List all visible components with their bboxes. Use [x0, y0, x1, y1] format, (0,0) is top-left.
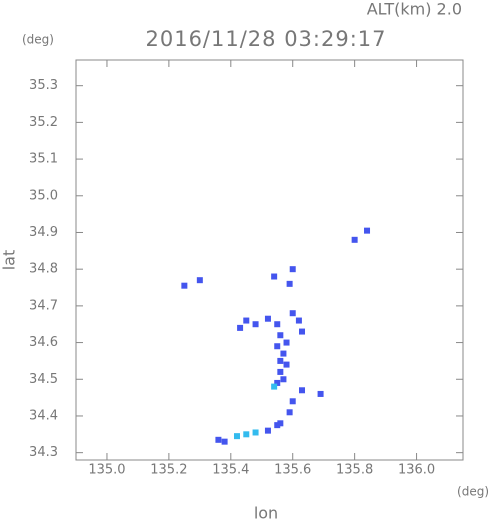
echo-point — [280, 376, 287, 383]
echo-point — [196, 277, 203, 284]
echo-point — [221, 438, 228, 445]
echo-point — [264, 427, 271, 434]
x-tick-label: 136.0 — [398, 463, 435, 478]
echo-point — [299, 387, 306, 394]
x-tick-label: 135.2 — [150, 463, 187, 478]
echo-point — [181, 282, 188, 289]
y-axis-label: lat — [0, 250, 19, 271]
y-tick-label: 34.7 — [29, 298, 58, 313]
echo-point — [274, 422, 281, 429]
x-unit: (deg) — [457, 485, 489, 499]
x-tick-label: 135.0 — [88, 463, 125, 478]
echo-point — [286, 280, 293, 287]
x-tick-label: 135.6 — [274, 463, 311, 478]
echo-point — [277, 368, 284, 375]
x-axis-label: lon — [254, 504, 278, 521]
echo-point — [317, 390, 324, 397]
x-tick-label: 135.8 — [336, 463, 373, 478]
echo-point — [364, 227, 371, 234]
echo-point — [274, 321, 281, 328]
altitude-label: ALT(km) 2.0 — [367, 0, 462, 19]
echo-point — [233, 433, 240, 440]
y-tick-label: 35.1 — [29, 152, 58, 167]
echo-point — [277, 332, 284, 339]
echo-point — [271, 273, 278, 280]
echo-point — [215, 436, 222, 443]
echo-point — [295, 317, 302, 324]
y-tick-label: 34.3 — [29, 445, 58, 460]
echo-point — [289, 266, 296, 273]
echo-point — [283, 361, 290, 368]
chart-title: 2016/11/28 03:29:17 — [145, 27, 386, 51]
echo-point — [286, 409, 293, 416]
echo-point — [277, 420, 284, 427]
echo-point — [274, 343, 281, 350]
echo-point — [277, 357, 284, 364]
y-tick-label: 34.8 — [29, 262, 58, 277]
y-tick-label: 35.0 — [29, 188, 58, 203]
y-tick-label: 34.6 — [29, 335, 58, 350]
echo-point — [271, 383, 278, 390]
x-tick-label: 135.4 — [212, 463, 249, 478]
echo-point — [289, 398, 296, 405]
y-unit: (deg) — [22, 33, 54, 47]
echo-point — [351, 236, 358, 243]
echo-point — [243, 431, 250, 438]
echo-point — [237, 324, 244, 331]
y-tick-label: 35.2 — [29, 115, 58, 130]
y-tick-label: 34.5 — [29, 372, 58, 387]
echo-point — [243, 317, 250, 324]
echo-point — [264, 315, 271, 322]
y-tick-label: 34.4 — [29, 408, 58, 423]
echo-point — [299, 328, 306, 335]
echo-point — [252, 321, 259, 328]
y-tick-label: 34.9 — [29, 225, 58, 240]
echo-point — [274, 379, 281, 386]
echo-point — [289, 310, 296, 317]
echo-point — [280, 350, 287, 357]
echo-point — [252, 429, 259, 436]
echo-point — [283, 339, 290, 346]
y-tick-label: 35.3 — [29, 78, 58, 93]
plot-frame — [75, 59, 464, 461]
